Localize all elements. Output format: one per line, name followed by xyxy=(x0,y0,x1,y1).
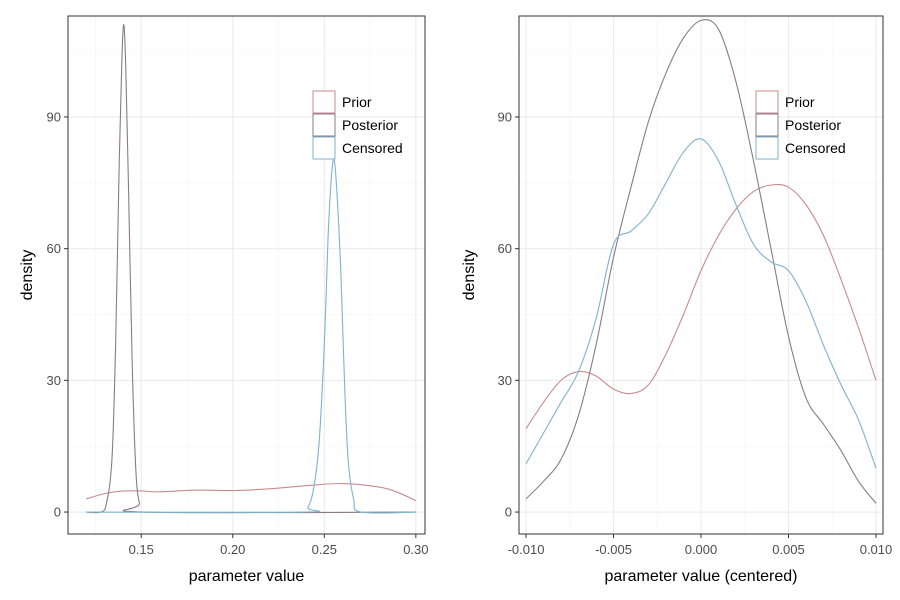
x-tick-label: 0.010 xyxy=(860,542,893,557)
y-tick-label: 30 xyxy=(47,373,61,388)
y-tick-label: 90 xyxy=(498,109,512,124)
legend: Prior Posterior Censored xyxy=(312,90,403,160)
x-tick-label: 0.15 xyxy=(129,542,154,557)
legend-label-prior: Prior xyxy=(342,94,372,110)
panel-border xyxy=(67,15,426,535)
x-tick-label: 0.005 xyxy=(772,542,805,557)
x-tick-label: 0.000 xyxy=(685,542,718,557)
legend-key-prior xyxy=(312,90,336,114)
legend-key-prior xyxy=(755,90,779,114)
y-tick-label: 60 xyxy=(47,241,61,256)
legend-label-posterior: Posterior xyxy=(785,117,841,133)
x-axis-title: parameter value xyxy=(189,568,305,585)
x-tick-label: -0.010 xyxy=(508,542,545,557)
series-line-posterior xyxy=(525,19,877,504)
legend-label-censored: Censored xyxy=(342,140,403,156)
y-axis-title: density xyxy=(19,250,36,301)
x-tick-label: 0.30 xyxy=(403,542,428,557)
legend-key-censored xyxy=(755,136,779,160)
x-tick-label: 0.20 xyxy=(220,542,245,557)
series-line-prior xyxy=(525,183,877,429)
legend-label-posterior: Posterior xyxy=(342,117,398,133)
series-line-posterior xyxy=(86,24,416,514)
x-tick-label: 0.25 xyxy=(312,542,337,557)
panel-background xyxy=(68,16,425,534)
y-tick-label: 90 xyxy=(47,109,61,124)
legend-label-censored: Censored xyxy=(785,140,846,156)
y-tick-label: 0 xyxy=(505,505,512,520)
x-tick-label: -0.005 xyxy=(595,542,632,557)
legend-key-posterior xyxy=(755,113,779,137)
chart-panel-1: 0.15 0.20 0.25 0.30 0 30 60 90 parameter value de… xyxy=(19,15,429,585)
chart-panel-2: -0.010 -0.005 0.000 0.005 0.010 0 30 60 90 parame… xyxy=(461,15,893,585)
y-tick-label: 60 xyxy=(498,241,512,256)
x-axis-title: parameter value (centered) xyxy=(605,568,798,585)
series-line-censored xyxy=(86,158,416,514)
legend: Prior Posterior Censored xyxy=(755,90,846,160)
legend-label-prior: Prior xyxy=(785,94,815,110)
legend-key-posterior xyxy=(312,113,336,137)
series-line-prior xyxy=(86,482,417,502)
y-tick-label: 30 xyxy=(498,373,512,388)
y-tick-label: 0 xyxy=(54,505,61,520)
y-axis-title: density xyxy=(461,250,478,301)
series-line-censored xyxy=(525,138,877,469)
legend-key-censored xyxy=(312,136,336,160)
